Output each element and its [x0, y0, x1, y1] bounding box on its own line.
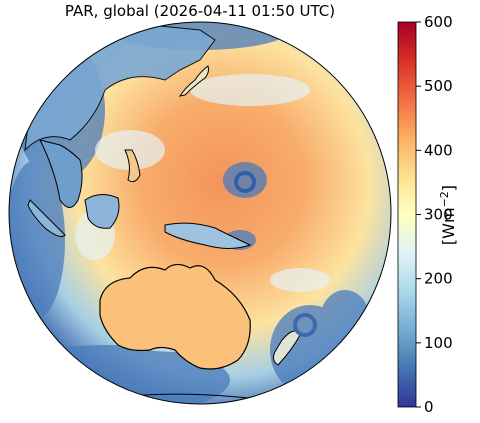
cyclone-south — [293, 313, 317, 337]
coastline-australia — [99, 263, 251, 370]
coastline-borneo — [84, 194, 120, 229]
colorbar-label: [Wm−2] — [438, 185, 458, 245]
colorbar-tick-label: 400 — [424, 141, 453, 159]
coastline-sumatra — [27, 199, 66, 237]
colorbar-label-exponent: −2 — [437, 191, 451, 208]
colorbar-ticks: 0 100 200 300 400 500 600 — [416, 13, 453, 416]
colorbar — [397, 21, 417, 408]
coastline-japan — [178, 65, 210, 97]
colorbar-tick-label: 200 — [424, 270, 453, 288]
colorbar-tick-label: 300 — [424, 206, 453, 224]
par-field — [9, 22, 391, 404]
colorbar-tick-label: 0 — [424, 398, 434, 416]
cyclone-north — [234, 171, 256, 193]
colorbar-tick-label: 500 — [424, 77, 453, 95]
colorbar-tick-label: 100 — [424, 334, 453, 352]
globe-outline — [8, 21, 392, 405]
colorbar-label-unit: [Wm — [439, 207, 459, 246]
coastline-new-zealand — [272, 330, 301, 366]
coastline-new-guinea — [164, 222, 252, 249]
colorbar-tick-label: 600 — [424, 13, 453, 31]
coastline-asia — [24, 24, 216, 152]
colorbar-label-close: ] — [439, 184, 459, 192]
coastline-indochina — [39, 139, 83, 208]
map-title: PAR, global (2026-04-11 01:50 UTC) — [64, 2, 336, 20]
coastline-philippines — [124, 149, 141, 183]
